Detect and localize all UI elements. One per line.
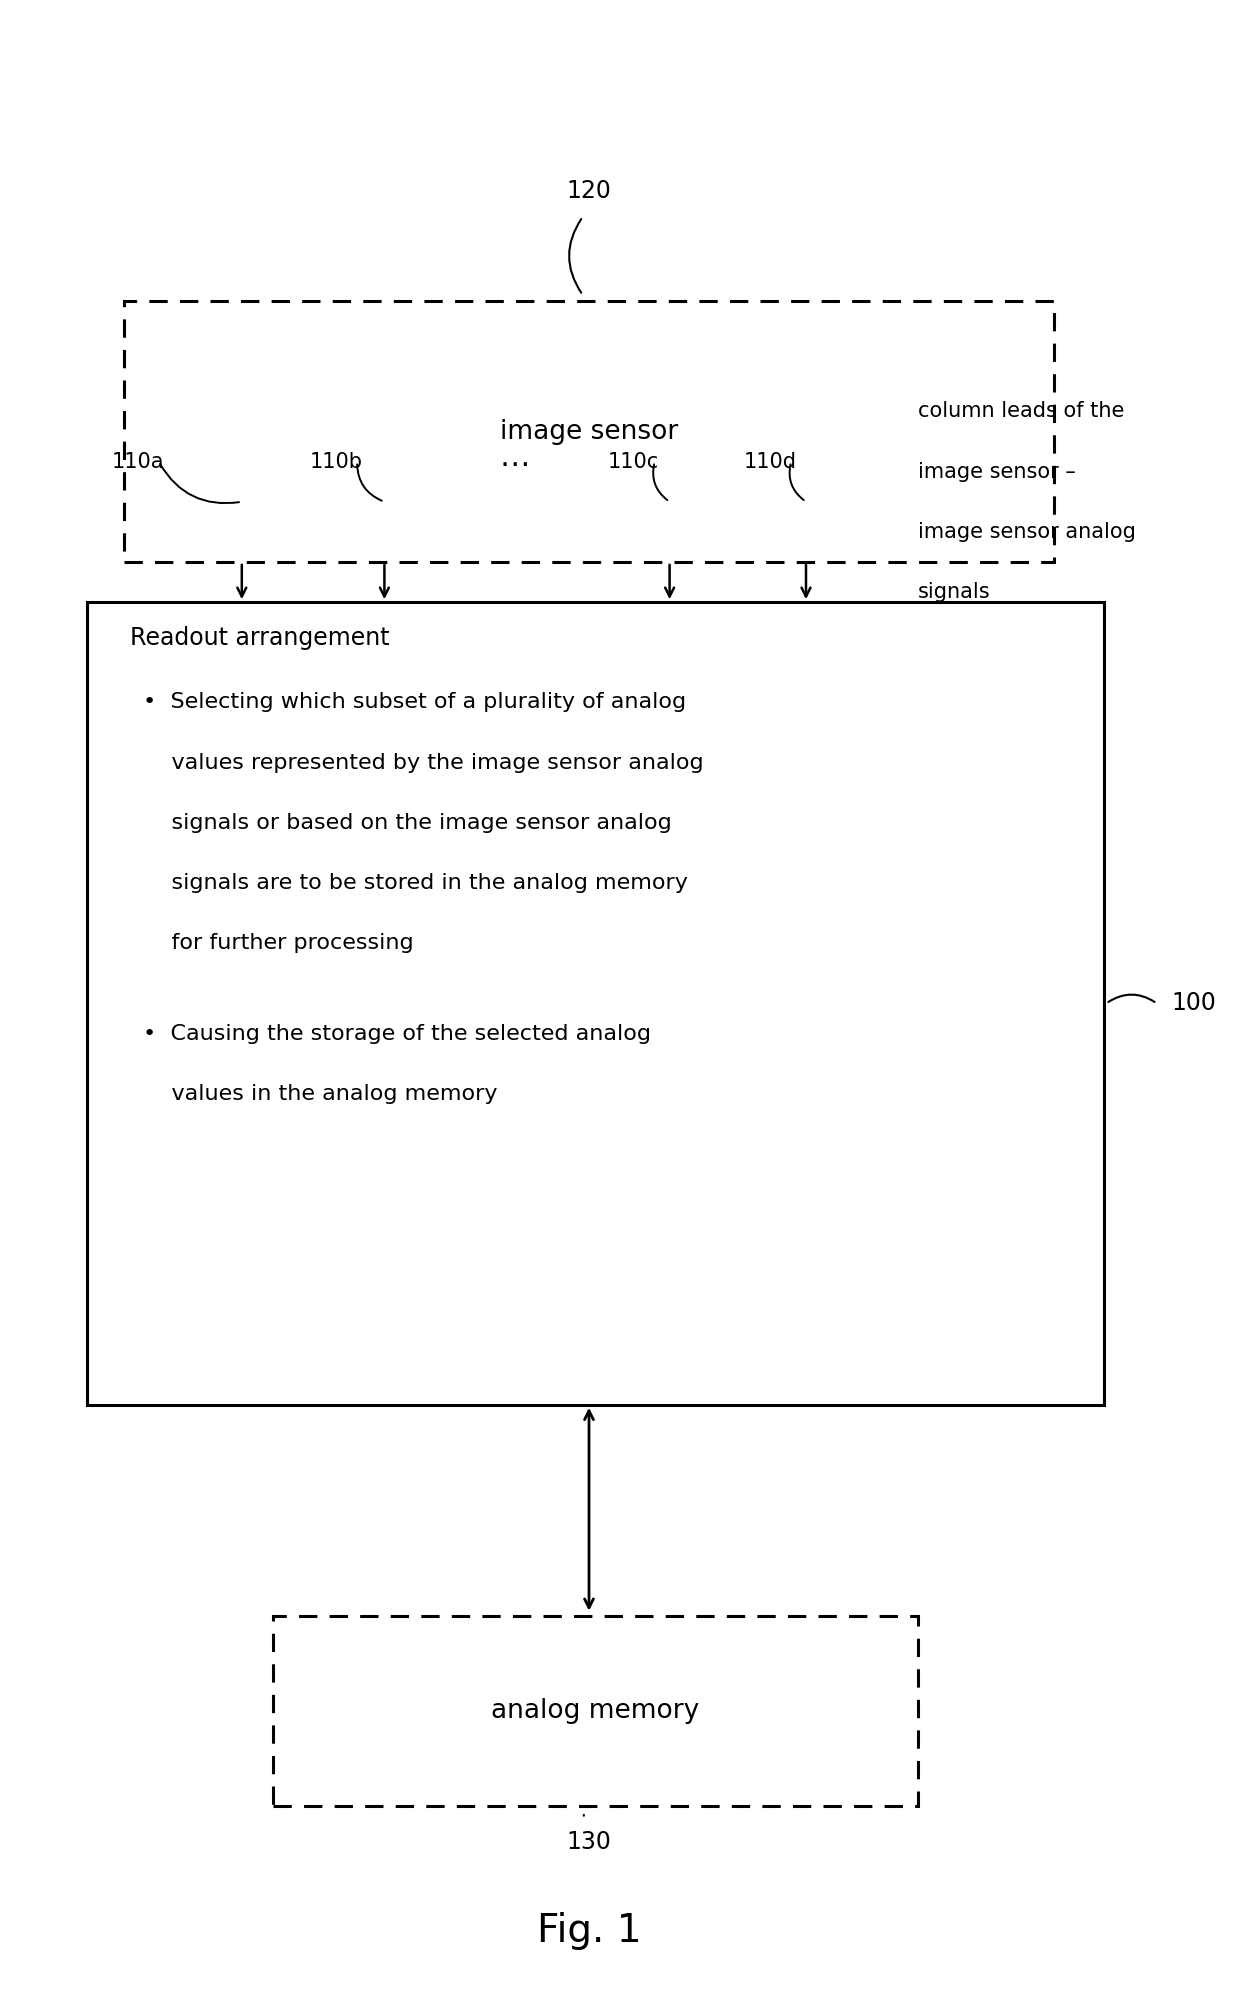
Text: analog memory: analog memory [491, 1698, 699, 1724]
Text: •  Causing the storage of the selected analog: • Causing the storage of the selected an… [143, 1024, 651, 1044]
Bar [124, 301, 1054, 562]
Text: 110d: 110d [744, 452, 797, 472]
Text: Readout arrangement: Readout arrangement [130, 626, 389, 650]
Bar [87, 602, 1104, 1405]
Text: Fig. 1: Fig. 1 [537, 1913, 641, 1949]
Text: 110c: 110c [608, 452, 658, 472]
Text: column leads of the: column leads of the [918, 401, 1123, 421]
Text: signals are to be stored in the analog memory: signals are to be stored in the analog m… [143, 873, 687, 893]
Text: 100: 100 [1172, 991, 1216, 1016]
Text: 110b: 110b [310, 452, 363, 472]
Bar [273, 1616, 918, 1806]
Text: signals or based on the image sensor analog: signals or based on the image sensor ana… [143, 813, 671, 833]
Text: 110a: 110a [112, 452, 164, 472]
Text: 120: 120 [567, 179, 611, 203]
Text: for further processing: for further processing [143, 933, 413, 953]
Text: ⋯: ⋯ [500, 452, 529, 480]
Text: image sensor –: image sensor – [918, 462, 1075, 482]
Text: signals: signals [918, 582, 991, 602]
Text: 130: 130 [567, 1830, 611, 1854]
Text: values in the analog memory: values in the analog memory [143, 1084, 497, 1104]
Text: image sensor analog: image sensor analog [918, 522, 1136, 542]
Text: •  Selecting which subset of a plurality of analog: • Selecting which subset of a plurality … [143, 692, 686, 712]
Text: image sensor: image sensor [500, 419, 678, 444]
Text: values represented by the image sensor analog: values represented by the image sensor a… [143, 753, 703, 773]
